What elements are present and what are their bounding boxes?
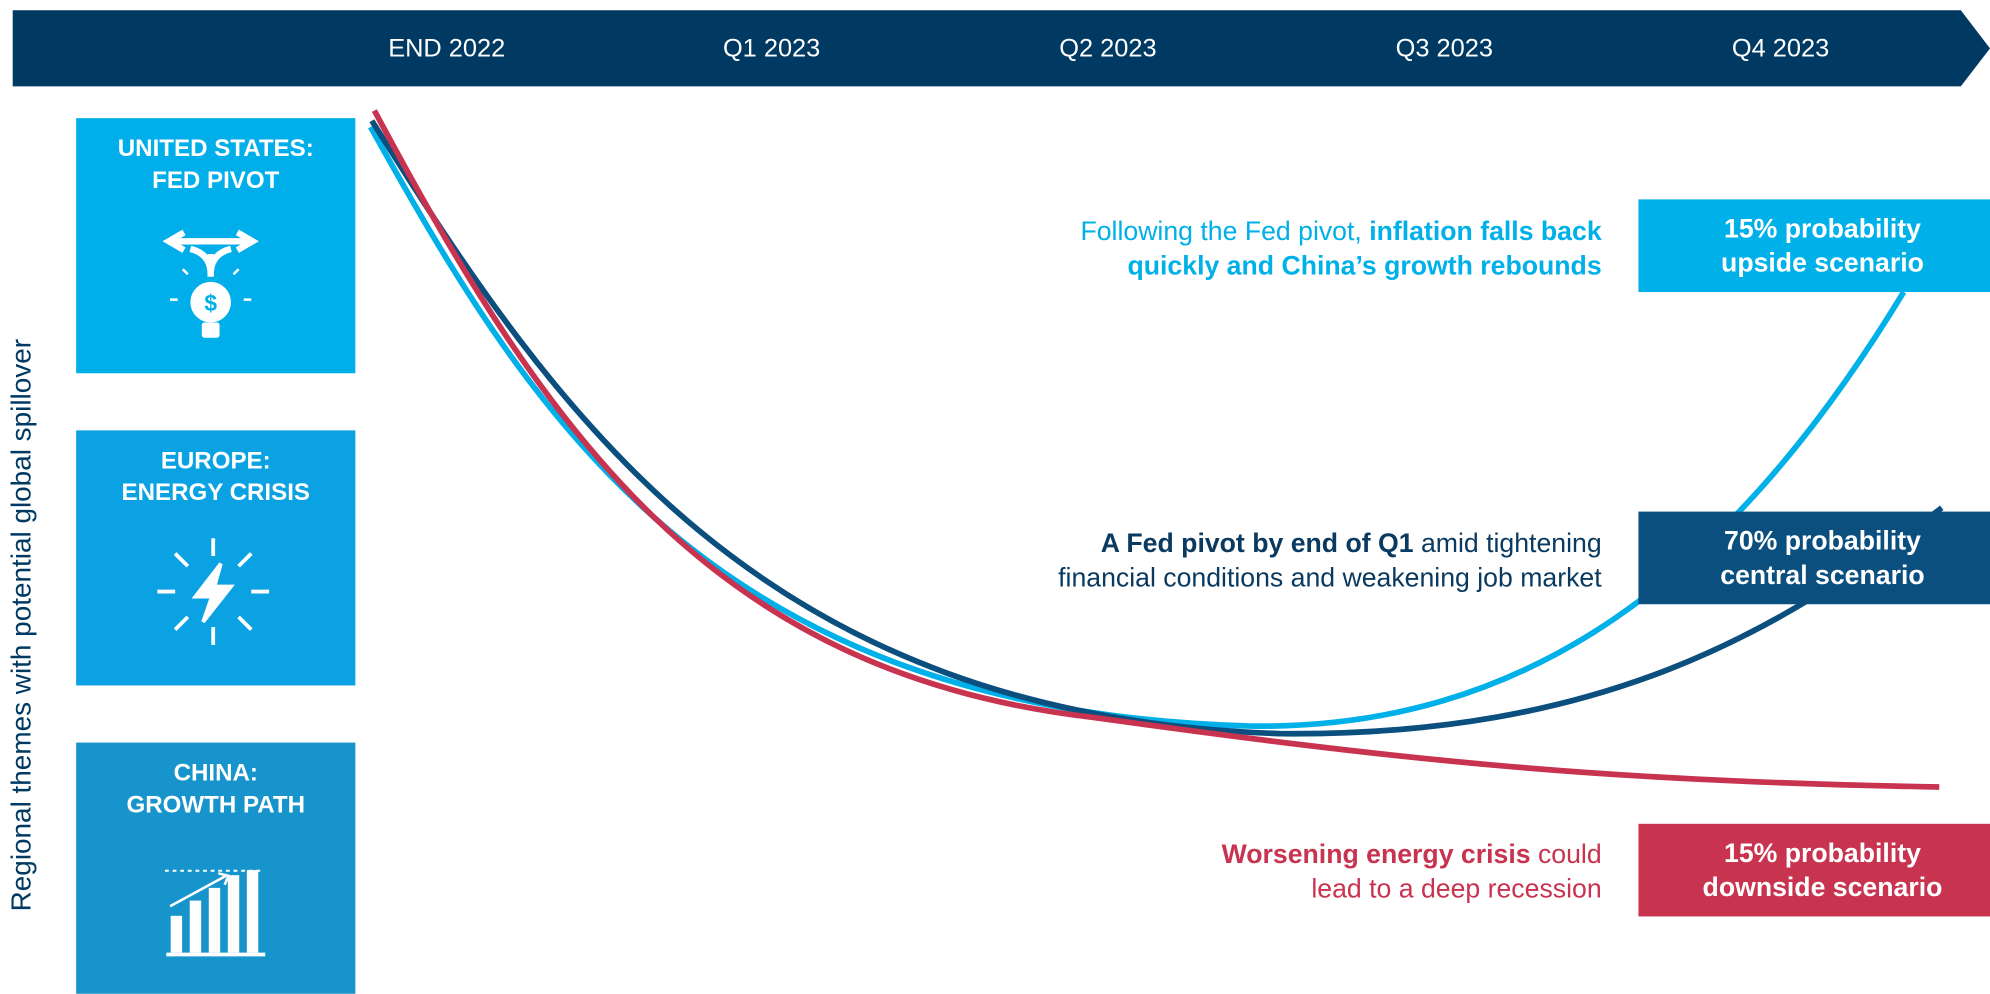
scenario-description: Worsening energy crisis could [1222, 839, 1602, 869]
description-segment: amid tightening [1414, 528, 1602, 558]
fed-icon: $ [162, 229, 259, 338]
description-segment: Worsening energy crisis [1222, 839, 1531, 869]
probability-label: 15% probability [1724, 838, 1921, 868]
description-segment: inflation falls back [1369, 216, 1602, 246]
probability-label: 15% probability [1724, 213, 1921, 243]
theme-title: EUROPE: [161, 447, 271, 474]
svg-text:$: $ [204, 290, 217, 316]
description-segment: Following the Fed pivot, [1080, 216, 1369, 246]
theme-title: ENERGY CRISIS [122, 479, 310, 506]
scenario-description: Following the Fed pivot, inflation falls… [1080, 216, 1601, 246]
probability-box [1638, 511, 1990, 605]
theme-title: GROWTH PATH [126, 791, 305, 818]
timeline-bar [12, 10, 1990, 87]
timeline-label: END 2022 [388, 34, 505, 62]
theme-title: CHINA: [174, 760, 258, 787]
timeline-label: Q2 2023 [1059, 34, 1156, 62]
probability-box [1638, 199, 1990, 293]
description-segment: quickly and China’s growth rebounds [1127, 250, 1601, 280]
scenario-description: lead to a deep recession [1311, 873, 1601, 903]
downside-curve [371, 109, 1940, 790]
theme-title: UNITED STATES: [118, 135, 314, 162]
growth-icon [164, 869, 266, 957]
description-segment: could [1531, 839, 1602, 869]
scenario-description: quickly and China’s growth rebounds [1127, 250, 1601, 280]
theme-box [76, 430, 356, 686]
energy-icon [157, 538, 270, 645]
canvas: Regional themes with potential global sp… [5, 10, 1990, 994]
scenario-description: financial conditions and weakening job m… [1058, 562, 1602, 592]
probability-label: downside scenario [1703, 872, 1943, 902]
probability-box [1638, 823, 1990, 917]
timeline-label: Q3 2023 [1396, 34, 1493, 62]
probability-label: 70% probability [1724, 526, 1921, 556]
description-segment: A Fed pivot by end of Q1 [1101, 528, 1414, 558]
timeline-label: Q1 2023 [723, 34, 820, 62]
side-label: Regional themes with potential global sp… [5, 339, 36, 911]
scenario-description: A Fed pivot by end of Q1 amid tightening [1101, 528, 1602, 558]
theme-title: FED PIVOT [152, 167, 280, 194]
description-segment: lead to a deep recession [1311, 873, 1601, 903]
timeline-label: Q4 2023 [1732, 34, 1829, 62]
probability-label: upside scenario [1721, 248, 1924, 278]
description-segment: financial conditions and weakening job m… [1058, 562, 1602, 592]
probability-label: central scenario [1720, 560, 1924, 590]
